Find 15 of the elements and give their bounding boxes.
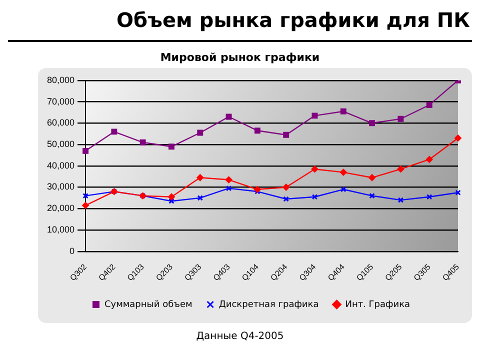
chart-title: Объем рынка графики для ПК xyxy=(116,8,470,32)
chart-subtitle: Мировой рынок графики xyxy=(159,51,321,64)
y-tick-label: 30,000 xyxy=(46,182,75,192)
y-tick-label: 40,000 xyxy=(46,160,75,170)
legend-label: Суммарный объем xyxy=(104,300,192,310)
legend-label: Дискретная графика xyxy=(218,300,319,310)
y-tick-label: 70,000 xyxy=(46,96,75,106)
y-tick-label: 50,000 xyxy=(46,139,75,149)
y-tick-label: 20,000 xyxy=(46,203,75,214)
y-tick-label: 60,000 xyxy=(46,118,75,128)
y-tick-label: 10,000 xyxy=(46,224,75,234)
text: Данные Q4-2005 xyxy=(195,331,285,342)
legend-label: Инт. Графика xyxy=(345,300,410,310)
y-tick-label: 80,000 xyxy=(46,74,75,85)
y-tick-label: 0 xyxy=(70,246,75,256)
